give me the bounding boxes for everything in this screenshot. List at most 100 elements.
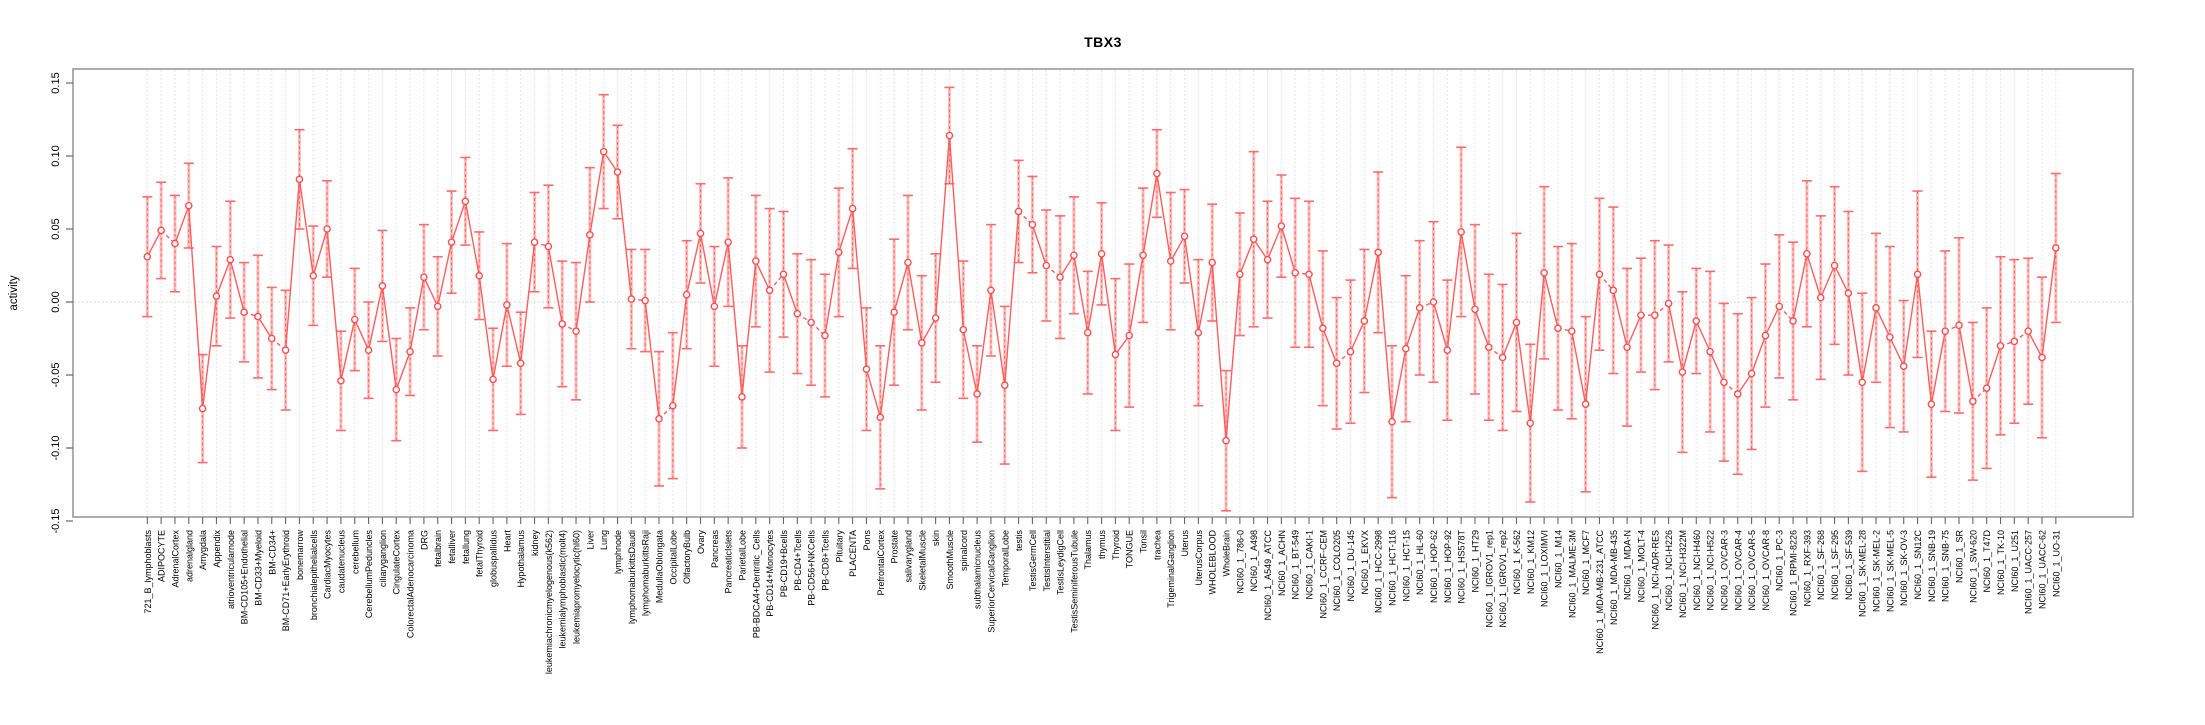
x-category-label: NCI60_1_MCF7 bbox=[1581, 530, 1591, 595]
x-category-label: PB-CD14+Monocytes bbox=[765, 530, 775, 617]
data-point-marker bbox=[655, 414, 663, 423]
x-category-label: NCI60_1_HOP-92 bbox=[1443, 530, 1453, 603]
x-category-label: PancreaticIslets bbox=[724, 530, 734, 594]
data-point-marker bbox=[1595, 270, 1604, 279]
y-tick-label: 0.05 bbox=[50, 218, 62, 239]
data-point-marker bbox=[1996, 341, 2005, 350]
x-category-label: SuperiorCervicalGanglion bbox=[986, 530, 996, 633]
series-segment bbox=[1432, 301, 1448, 351]
series-segment bbox=[948, 135, 964, 330]
data-point-marker bbox=[1014, 207, 1023, 216]
data-point-marker bbox=[931, 314, 940, 322]
series-segment bbox=[520, 242, 536, 364]
x-category-label: OccipitalLobe bbox=[668, 530, 678, 585]
x-category-label: NCI60_1_SN12C bbox=[1913, 530, 1923, 600]
x-category-label: Hypothalamus bbox=[516, 530, 526, 588]
data-point-marker bbox=[1056, 273, 1064, 281]
data-point-marker bbox=[1249, 235, 1258, 244]
series-segment bbox=[755, 260, 771, 291]
data-point-marker bbox=[1346, 347, 1355, 356]
series-segment bbox=[1986, 345, 2002, 389]
x-category-label: skin bbox=[931, 530, 941, 546]
data-point-marker bbox=[2010, 337, 2019, 346]
x-category-label: trachea bbox=[1152, 530, 1162, 560]
series-segment bbox=[1474, 309, 1490, 348]
x-category-label: ColorectalAdenocarcinoma bbox=[406, 530, 416, 638]
series-segment bbox=[1059, 254, 1075, 278]
series-segment bbox=[257, 316, 273, 339]
series-segment bbox=[1087, 253, 1103, 333]
series-segment bbox=[1460, 231, 1476, 310]
x-category-label: ADIPOCYTE bbox=[157, 530, 167, 582]
x-category-label: Amygdala bbox=[198, 530, 208, 570]
data-point-marker bbox=[503, 301, 511, 309]
data-point-marker bbox=[1733, 390, 1742, 398]
x-category-label: NCI60_1_NCI-H460 bbox=[1692, 530, 1702, 611]
x-category-label: PLACENTA bbox=[848, 530, 858, 577]
x-category-label: lymphomaburkittsRaji bbox=[641, 530, 651, 616]
data-point-marker bbox=[2038, 353, 2046, 362]
data-point-marker bbox=[586, 231, 594, 239]
data-point-marker bbox=[2024, 327, 2032, 336]
x-category-label: Thalamus bbox=[1083, 530, 1093, 570]
data-point-marker bbox=[682, 290, 691, 299]
data-point-marker bbox=[1194, 328, 1203, 337]
x-category-label: Uterus bbox=[1180, 530, 1190, 557]
x-category-label: Tonsil bbox=[1139, 530, 1149, 553]
x-category-label: PB-CD56+NKCells bbox=[807, 530, 817, 606]
series-segment bbox=[1142, 173, 1158, 256]
x-category-label: salivarygland bbox=[903, 530, 913, 583]
series-segment bbox=[506, 304, 522, 364]
data-point-marker bbox=[1816, 293, 1825, 302]
series-segment bbox=[478, 275, 494, 380]
x-category-label: NCI60_1_NCI-H322M bbox=[1678, 530, 1688, 618]
x-category-label: MedullaOblongata bbox=[655, 530, 665, 603]
x-category-label: subthalamicnucleus bbox=[973, 530, 983, 610]
data-point-marker bbox=[1858, 378, 1867, 387]
data-point-marker bbox=[696, 229, 705, 238]
data-point-marker bbox=[1664, 299, 1673, 308]
series-segment bbox=[1695, 320, 1711, 352]
y-tick-label: -0.05 bbox=[50, 362, 62, 387]
x-category-label: TrigeminalGanglion bbox=[1166, 530, 1176, 608]
data-point-marker bbox=[1498, 353, 1507, 362]
x-category-label: NCI60_1_OVCAR-8 bbox=[1761, 530, 1771, 611]
x-category-label: NCI60_1_HL-60 bbox=[1415, 530, 1425, 595]
series-segment bbox=[1889, 336, 1905, 367]
x-category-label: NCI60_1_HOP-62 bbox=[1429, 530, 1439, 603]
series-segment bbox=[395, 351, 411, 390]
data-point-marker bbox=[267, 334, 276, 343]
series-segment bbox=[354, 319, 370, 351]
data-point-marker bbox=[433, 302, 442, 311]
series-segment bbox=[284, 179, 301, 351]
series-segment bbox=[1737, 373, 1753, 395]
x-category-label: NCI60_1_LOXIMVI bbox=[1540, 530, 1550, 607]
data-point-marker bbox=[1803, 250, 1811, 258]
x-category-label: CingulateCortex bbox=[392, 530, 402, 595]
data-point-marker bbox=[572, 327, 580, 336]
data-point-marker bbox=[1969, 397, 1977, 406]
series-segment bbox=[464, 201, 480, 276]
data-point-marker bbox=[447, 238, 456, 246]
x-category-label: NCI60_1_MDA-N bbox=[1623, 530, 1633, 600]
data-point-marker bbox=[821, 331, 829, 340]
series-segment bbox=[340, 319, 356, 381]
data-point-marker bbox=[406, 347, 414, 356]
data-point-marker bbox=[710, 302, 719, 311]
data-point-marker bbox=[295, 175, 304, 184]
series-segment bbox=[1750, 335, 1767, 374]
data-point-marker bbox=[1374, 248, 1382, 257]
series-segment bbox=[492, 304, 508, 380]
series-segment bbox=[962, 329, 978, 395]
x-category-label: globuspallidus bbox=[489, 530, 499, 588]
y-axis-title: activity bbox=[8, 275, 20, 311]
data-point-marker bbox=[1208, 258, 1217, 267]
data-point-marker bbox=[1166, 257, 1175, 265]
data-point-marker bbox=[337, 377, 345, 385]
data-point-marker bbox=[1844, 289, 1853, 298]
x-category-label: Pons bbox=[862, 530, 872, 551]
series-segment bbox=[547, 246, 563, 325]
x-category-label: NCI60_1_OVCAR-4 bbox=[1733, 530, 1743, 611]
x-category-label: lymphnode bbox=[613, 530, 623, 574]
x-category-label: ciliaryganglion bbox=[378, 530, 388, 587]
